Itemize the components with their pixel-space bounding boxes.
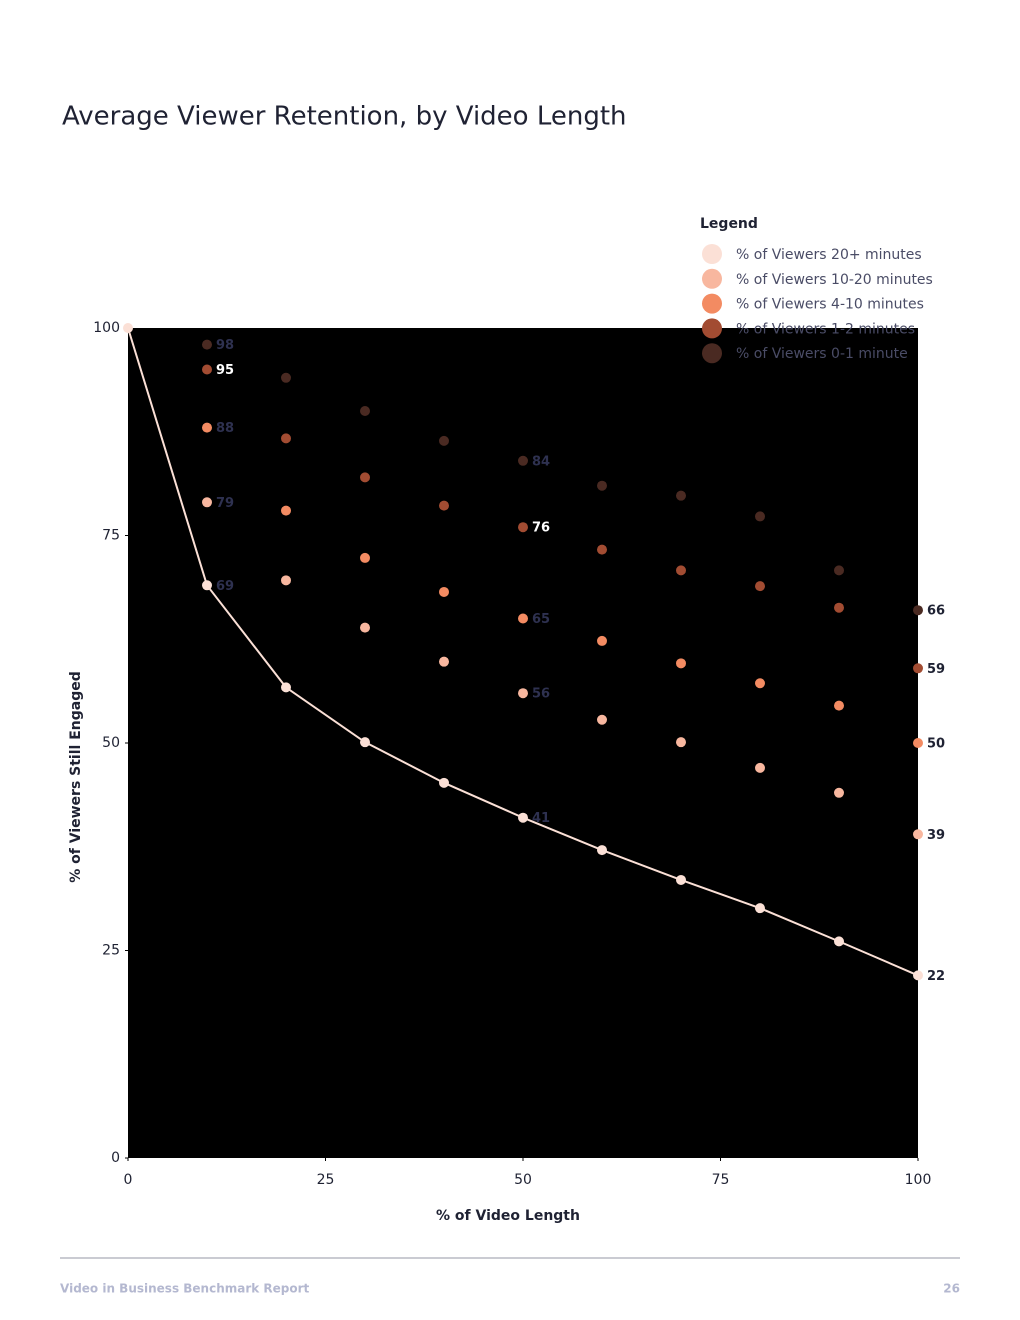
plot: [128, 328, 918, 1158]
data-point: [439, 500, 449, 511]
data-label: 88: [216, 421, 234, 436]
data-point: [755, 762, 765, 773]
legend-swatch: [702, 343, 722, 364]
data-point: [676, 490, 686, 501]
data-point: [755, 511, 765, 522]
data-point: [834, 936, 844, 947]
data-label: 41: [532, 811, 550, 826]
data-point: [913, 605, 923, 616]
legend-swatch: [702, 293, 722, 314]
data-point: [676, 737, 686, 748]
legend-title: Legend: [700, 216, 758, 232]
data-point: [676, 565, 686, 576]
legend-swatch: [702, 268, 722, 289]
data-point: [913, 738, 923, 748]
legend-swatch: [702, 244, 722, 264]
chart-title: Average Viewer Retention, by Video Lengt…: [62, 102, 627, 132]
data-point: [360, 472, 370, 483]
data-point: [360, 406, 370, 416]
data-point: [597, 544, 607, 555]
page-number: 26: [943, 1282, 960, 1296]
data-point: [360, 622, 370, 633]
data-point: [360, 552, 370, 563]
data-point: [281, 433, 291, 444]
data-point: [597, 845, 607, 856]
data-point: [755, 903, 765, 914]
y-tick-label: 0: [111, 1150, 120, 1166]
y-tick-label: 75: [102, 528, 120, 544]
legend-label: % of Viewers 10-20 minutes: [736, 272, 933, 288]
footer-text: Video in Business Benchmark Report: [60, 1282, 310, 1296]
data-point: [123, 323, 133, 333]
data-point: [202, 497, 212, 508]
data-point: [834, 787, 844, 798]
legend-label: % of Viewers 4-10 minutes: [736, 297, 924, 313]
data-point: [676, 658, 686, 669]
data-point: [281, 682, 291, 693]
x-tick-label: 25: [317, 1172, 335, 1188]
data-point: [913, 829, 923, 840]
data-point: [834, 565, 844, 576]
data-point: [518, 613, 528, 624]
data-point: [597, 635, 607, 646]
y-tick-label: 50: [102, 735, 120, 751]
y-tick-label: 100: [93, 320, 120, 336]
data-point: [676, 874, 686, 885]
data-label: 56: [532, 687, 550, 702]
y-tick-label: 25: [102, 943, 120, 959]
legend-swatch: [702, 318, 722, 339]
data-point: [202, 580, 212, 591]
x-tick-label: 100: [905, 1172, 932, 1188]
data-point: [439, 777, 449, 788]
data-point: [755, 581, 765, 592]
data-point: [597, 714, 607, 725]
data-point: [834, 700, 844, 711]
data-point: [518, 688, 528, 699]
data-label: 65: [532, 612, 550, 627]
data-point: [597, 480, 607, 491]
data-point: [439, 435, 449, 446]
data-label: 84: [532, 454, 550, 469]
data-label: 22: [927, 969, 945, 984]
data-label: 69: [216, 579, 234, 594]
data-label: 66: [927, 604, 945, 619]
data-label: 98: [216, 338, 234, 353]
data-point: [913, 970, 923, 981]
data-point: [281, 575, 291, 586]
data-point: [281, 372, 291, 383]
data-point: [202, 422, 212, 433]
data-point: [202, 364, 212, 375]
x-axis-title: % of Video Length: [436, 1208, 580, 1224]
data-point: [518, 812, 528, 823]
data-point: [439, 656, 449, 667]
data-point: [360, 737, 370, 748]
legend-label: % of Viewers 1-2 minutes: [736, 321, 915, 337]
data-label: 59: [927, 662, 945, 677]
plot-background: [128, 328, 918, 1158]
data-label: 95: [216, 363, 234, 378]
data-point: [202, 339, 212, 350]
data-label: 76: [532, 521, 550, 536]
data-point: [834, 602, 844, 613]
legend-label: % of Viewers 20+ minutes: [736, 247, 922, 263]
x-tick-label: 75: [712, 1172, 730, 1188]
legend-label: % of Viewers 0-1 minute: [736, 346, 908, 362]
data-point: [913, 663, 923, 674]
data-point: [755, 678, 765, 689]
data-label: 79: [216, 496, 234, 511]
y-axis-title: % of Viewers Still Engaged: [68, 671, 84, 883]
data-point: [281, 505, 291, 516]
data-label: 39: [927, 828, 945, 843]
data-point: [439, 586, 449, 597]
x-tick-label: 50: [514, 1172, 532, 1188]
data-point: [518, 522, 528, 533]
x-tick-label: 0: [124, 1172, 133, 1188]
data-point: [518, 455, 528, 466]
data-label: 50: [927, 737, 945, 752]
